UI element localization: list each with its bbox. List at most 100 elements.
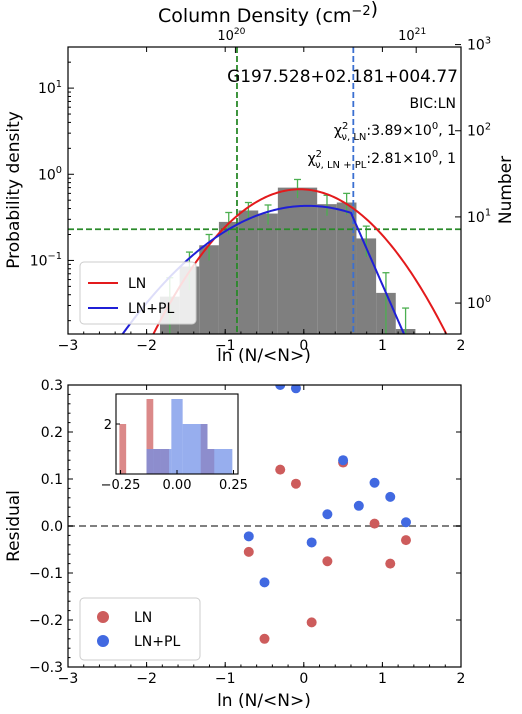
residual-point-lnpl — [322, 509, 333, 520]
residual-points — [243, 385, 411, 644]
residual-point-lnpl — [385, 491, 396, 502]
residual-point-ln — [385, 558, 396, 569]
y-tick-label: 0.3 — [41, 378, 63, 394]
x-tick-label: −2 — [136, 671, 157, 687]
residual-point-ln — [306, 617, 317, 628]
top-xlabel: ln (N/<N>) — [217, 346, 311, 366]
inset-bar-lnpl — [207, 449, 233, 474]
residual-point-lnpl — [275, 385, 286, 390]
residual-point-ln — [243, 546, 254, 557]
x-tick-label: −1 — [215, 338, 236, 354]
right-y-tick-label: 103 — [467, 35, 491, 53]
legend-ln-label: LN — [128, 276, 146, 292]
residual-point-lnpl — [400, 517, 411, 528]
histogram-bar — [277, 187, 318, 334]
top-y-ticks-left: 10−1 100 101 — [30, 46, 74, 322]
inset-x-tick-label: 0.25 — [219, 478, 248, 493]
inset-bar-lnpl — [182, 424, 208, 474]
x-tick-label: −3 — [58, 671, 79, 687]
fit-curve-ln — [152, 188, 448, 334]
bottom-xlabel: ln (N/<N>) — [217, 691, 311, 711]
x-tick-label: 2 — [457, 671, 466, 687]
legend-ln-marker — [97, 611, 109, 623]
top-axis-tick-label: 1020 — [217, 27, 245, 44]
legend-lnpl-marker — [97, 635, 109, 647]
top-legend: LN LN+PL — [79, 261, 197, 325]
histogram-bar — [199, 245, 219, 334]
top-title: Column Density (cm−2) — [158, 0, 378, 27]
residual-point-ln — [259, 633, 270, 644]
residual-point-lnpl — [353, 500, 364, 511]
x-tick-label: 2 — [457, 338, 466, 354]
right-y-tick-label: 101 — [467, 208, 491, 226]
histogram-bars — [159, 187, 416, 334]
histogram-bar — [258, 213, 278, 334]
top-axis-tick-label: 1021 — [398, 27, 426, 44]
bottom-legend-box — [79, 597, 201, 661]
top-ylabel-right: Number — [496, 156, 516, 224]
histogram-bar — [356, 238, 377, 334]
y-tick-label: −0.2 — [29, 613, 63, 629]
y-tick-label: 100 — [38, 165, 62, 183]
residual-point-lnpl — [369, 477, 380, 488]
inset-bar-lnpl — [171, 399, 183, 474]
x-tick-label: 0 — [299, 671, 308, 687]
source-name: G197.528+02.181+004.77 — [227, 67, 458, 87]
bic-label: BIC:LN — [410, 96, 457, 112]
residual-point-ln — [290, 478, 301, 489]
top-panel: Column Density (cm−2) 1020 1021 −3 −2 −1 0 1 2… — [4, 0, 516, 366]
top-y-ticks-right: 100 101 102 103 — [455, 35, 491, 312]
inset-y-tick-label: 2 — [104, 418, 112, 433]
residual-point-ln — [322, 556, 333, 567]
residual-point-lnpl — [243, 531, 254, 542]
chi2-lnpl-label: χ2 ν, LN + PL:2.81×100, 1 — [308, 149, 456, 171]
bottom-y-ticks: −0.3 −0.2 −0.1 0.0 0.1 0.2 0.3 — [29, 378, 461, 676]
inset-ticks: −0.25 0.00 0.25 2 — [101, 418, 248, 493]
inset-x-tick-label: 0.00 — [163, 478, 192, 493]
top-x-ticks: −3 −2 −1 0 1 2 — [58, 47, 466, 354]
residual-point-lnpl — [290, 385, 301, 394]
residual-point-ln — [275, 464, 286, 475]
bottom-x-ticks: −3 −2 −1 0 1 2 — [58, 385, 466, 687]
residual-point-lnpl — [259, 577, 270, 588]
x-tick-label: 1 — [378, 338, 387, 354]
bottom-panel: −3 −2 −1 0 1 2 −0.3 −0.2 −0.1 0.0 0.1 0.2 0.3 ln (N… — [4, 378, 465, 711]
y-tick-label: −0.1 — [29, 566, 63, 582]
inset-bar-ln — [146, 399, 154, 474]
x-tick-label: 1 — [378, 671, 387, 687]
residual-point-lnpl — [306, 537, 317, 548]
right-y-tick-label: 100 — [467, 294, 491, 312]
bottom-legend-ln-label: LN — [134, 610, 152, 626]
y-tick-label: 0.0 — [41, 519, 63, 535]
bottom-ylabel: Residual — [4, 490, 24, 562]
histogram-bar — [218, 221, 239, 334]
chi2-ln-label: χ2 ν, LN:3.89×100, 1 — [334, 121, 456, 143]
y-tick-label: 0.1 — [41, 472, 63, 488]
top-ylabel: Probability density — [4, 111, 24, 269]
inset-bar-lnpl — [146, 449, 172, 474]
inset-x-tick-label: −0.25 — [101, 478, 141, 493]
x-tick-label: 0 — [299, 338, 308, 354]
residual-point-ln — [369, 518, 380, 529]
y-tick-label: 0.2 — [41, 425, 63, 441]
legend-lnpl-label: LN+PL — [128, 301, 174, 317]
y-tick-label: 101 — [38, 79, 62, 97]
x-tick-label: −1 — [215, 671, 236, 687]
x-tick-label: −2 — [136, 338, 157, 354]
bottom-legend-lnpl-label: LN+PL — [134, 634, 180, 650]
right-y-tick-label: 102 — [467, 121, 491, 139]
x-tick-label: −3 — [58, 338, 79, 354]
inset-bar-ln — [119, 424, 127, 474]
histogram-bar — [238, 210, 259, 334]
top-axis-labels: 1020 1021 — [217, 27, 426, 53]
histogram-bar — [336, 202, 357, 334]
bottom-legend: LN LN+PL — [79, 597, 201, 661]
residual-point-ln — [400, 535, 411, 546]
top-axes-frame — [67, 46, 462, 335]
residual-point-lnpl — [338, 455, 349, 466]
y-tick-label: −0.3 — [29, 660, 63, 676]
inset-histogram: −0.25 0.00 0.25 2 — [101, 393, 248, 493]
histogram-bar — [317, 204, 337, 334]
inset-bars — [119, 399, 233, 474]
